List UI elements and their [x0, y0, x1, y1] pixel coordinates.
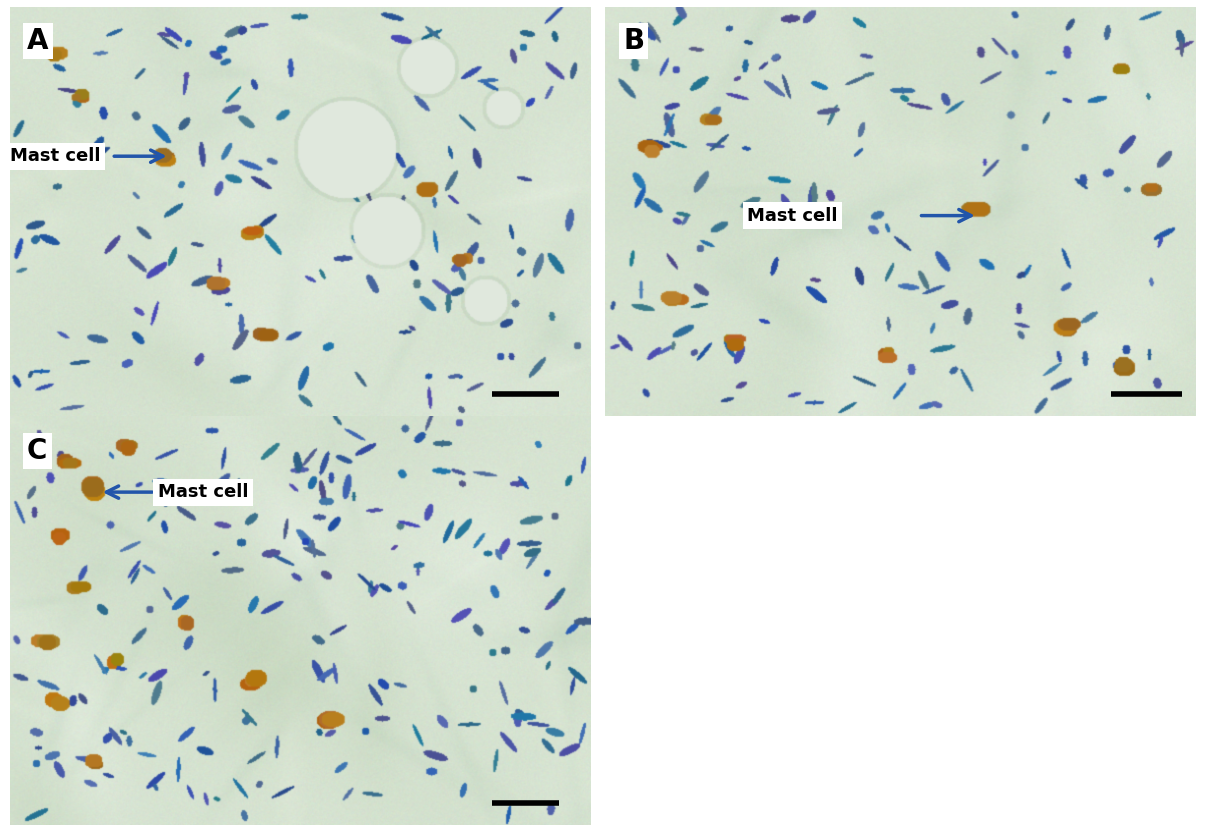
Text: C: C [27, 436, 47, 465]
Text: Mast cell: Mast cell [748, 206, 838, 225]
Text: A: A [27, 27, 48, 55]
Text: B: B [624, 27, 644, 55]
Text: Mast cell: Mast cell [10, 147, 100, 166]
Text: Mast cell: Mast cell [158, 483, 248, 501]
